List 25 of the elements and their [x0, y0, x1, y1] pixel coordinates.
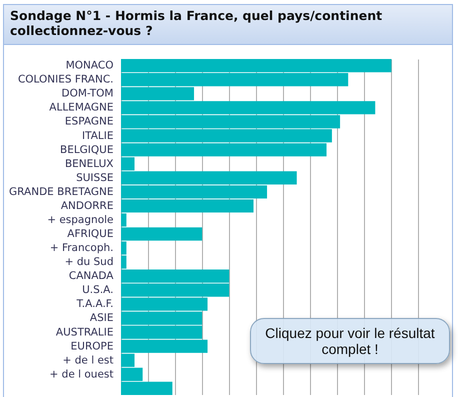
- y-tick-label: + du Sud: [64, 256, 114, 268]
- y-tick-label: T.A.A.F.: [76, 298, 114, 310]
- y-tick-label: ITALIE: [82, 130, 114, 142]
- y-tick-label: EUROPE: [70, 340, 114, 352]
- y-tick-label: BELGIQUE: [60, 144, 114, 156]
- y-tick-label: ALLEMAGNE: [49, 102, 114, 114]
- y-tick-label: SUISSE: [76, 172, 114, 184]
- y-tick-label: + espagnole: [47, 214, 114, 226]
- y-tick-label: CANADA: [68, 270, 114, 282]
- y-tick-label: BENELUX: [64, 158, 114, 170]
- y-tick-label: ANDORRE: [60, 200, 114, 212]
- chart-title: Sondage N°1 - Hormis la France, quel pays/continent collectionnez-vous ?: [4, 5, 452, 45]
- y-tick-label: + Francoph.: [50, 242, 114, 254]
- y-tick-label: DOM-TOM: [62, 88, 114, 100]
- y-tick-label: GRANDE BRETAGNE: [9, 186, 114, 198]
- y-tick-label: + de l est: [62, 354, 114, 366]
- y-tick-label: COLONIES FRANC.: [18, 74, 114, 86]
- y-tick-label: AUSTRALIE: [56, 326, 114, 338]
- y-tick-label: U.S.A.: [82, 284, 114, 296]
- y-tick-label: ESPAGNE: [64, 116, 114, 128]
- y-tick-label: MONACO: [66, 60, 114, 72]
- y-tick-label: ASIE: [90, 312, 114, 324]
- y-tick-label: AFRIQUE: [67, 228, 114, 240]
- speech-bubble: Cliquez pour voir le résultat complet !: [250, 318, 450, 364]
- y-tick-label: + de l ouest: [50, 368, 114, 380]
